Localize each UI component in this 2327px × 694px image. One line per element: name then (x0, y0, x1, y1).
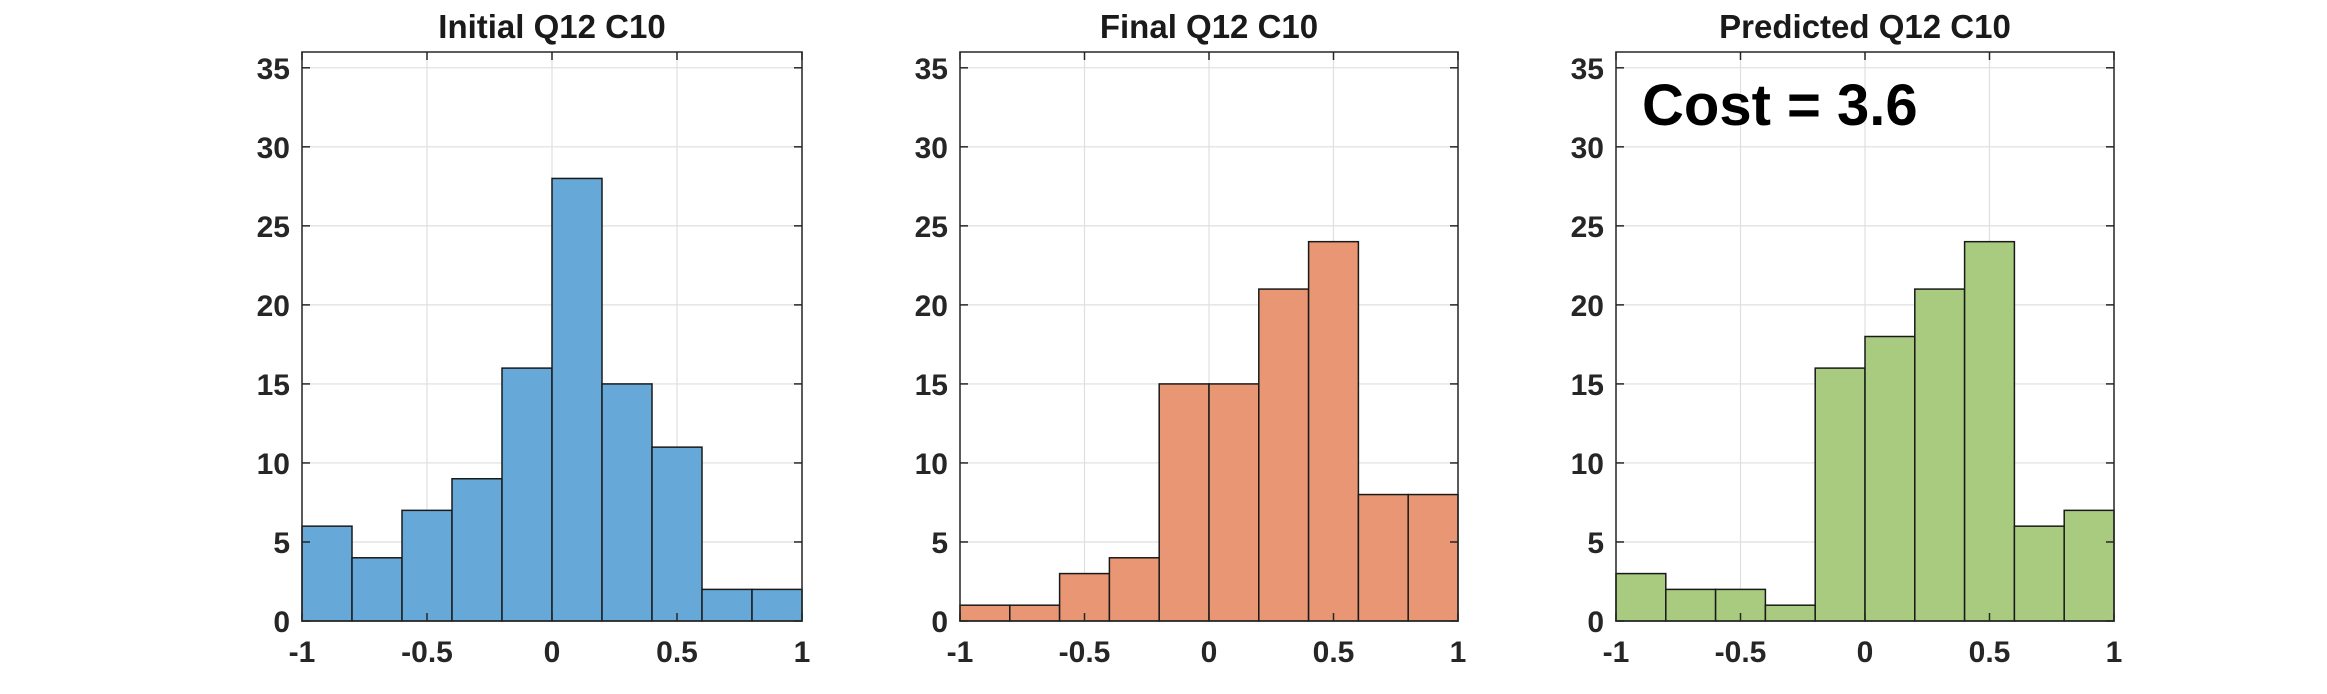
chart-title: Final Q12 C10 (1100, 8, 1318, 45)
histogram-bar (451, 478, 503, 622)
y-tick-label: 30 (1571, 132, 1604, 165)
y-tick-label: 25 (257, 211, 290, 244)
x-tick-label: -0.5 (401, 636, 453, 669)
y-tick-label: 5 (1587, 527, 1604, 560)
x-tick-label: 1 (1450, 636, 1467, 669)
histogram-bar (1258, 288, 1310, 622)
histogram-bar (1615, 572, 1667, 622)
y-tick-label: 10 (915, 448, 948, 481)
histogram-bar (1963, 240, 2016, 622)
histogram-bar (1407, 493, 1459, 622)
y-tick-label: 30 (915, 132, 948, 165)
x-tick-label: 1 (794, 636, 811, 669)
cost-annotation: Cost = 3.6 (1642, 73, 1918, 138)
histogram-bar (1158, 383, 1210, 622)
histogram-bar (1208, 383, 1260, 622)
histogram-bar (1108, 557, 1160, 622)
y-tick-label: 20 (915, 290, 948, 323)
histogram-bar (501, 367, 553, 622)
histogram-bar (1009, 604, 1061, 622)
y-tick-label: 20 (257, 290, 290, 323)
chart-title: Predicted Q12 C10 (1719, 8, 2011, 45)
histogram-bar (751, 588, 803, 622)
x-tick-label: 0 (544, 636, 561, 669)
chart-title: Initial Q12 C10 (438, 8, 665, 45)
histogram-bar (351, 557, 403, 622)
histogram-bar (1764, 604, 1816, 622)
y-tick-label: 10 (257, 448, 290, 481)
histogram-bar (601, 383, 653, 622)
x-tick-label: 0 (1201, 636, 1218, 669)
histogram-bar (1914, 288, 1966, 622)
y-tick-label: 35 (257, 53, 290, 86)
x-tick-label: -0.5 (1715, 636, 1767, 669)
y-tick-label: 25 (915, 211, 948, 244)
histogram-bar (401, 509, 453, 622)
x-tick-label: 0.5 (656, 636, 698, 669)
x-tick-label: -1 (947, 636, 974, 669)
histogram-bar (1864, 335, 1916, 622)
y-tick-label: 0 (1587, 606, 1604, 639)
y-tick-label: 5 (931, 527, 948, 560)
y-tick-label: 5 (273, 527, 290, 560)
y-tick-label: 15 (915, 369, 948, 402)
y-tick-label: 0 (931, 606, 948, 639)
y-tick-label: 25 (1571, 211, 1604, 244)
x-tick-label: -0.5 (1059, 636, 1111, 669)
histogram-bar (1665, 588, 1717, 622)
x-tick-label: -1 (289, 636, 316, 669)
y-tick-label: 30 (257, 132, 290, 165)
histogram-bar (551, 177, 603, 622)
y-tick-label: 10 (1571, 448, 1604, 481)
histogram-bar (959, 604, 1011, 622)
y-tick-label: 0 (273, 606, 290, 639)
x-tick-label: 0 (1857, 636, 1874, 669)
histogram-bar (2063, 509, 2115, 622)
histogram-bar (651, 446, 703, 622)
x-tick-label: 1 (2106, 636, 2123, 669)
x-tick-label: 0.5 (1969, 636, 2011, 669)
y-tick-label: 15 (1571, 369, 1604, 402)
y-tick-label: 20 (1571, 290, 1604, 323)
x-tick-label: 0.5 (1313, 636, 1355, 669)
y-tick-label: 15 (257, 369, 290, 402)
histogram-bar (1357, 493, 1409, 622)
histogram-bar (301, 525, 353, 622)
histogram-bar (2013, 525, 2065, 622)
x-tick-label: -1 (1603, 636, 1630, 669)
histogram-bar (1307, 240, 1360, 622)
histogram-bar (1814, 367, 1866, 622)
y-tick-label: 35 (915, 53, 948, 86)
histogram-bar (701, 588, 753, 622)
y-tick-label: 35 (1571, 53, 1604, 86)
